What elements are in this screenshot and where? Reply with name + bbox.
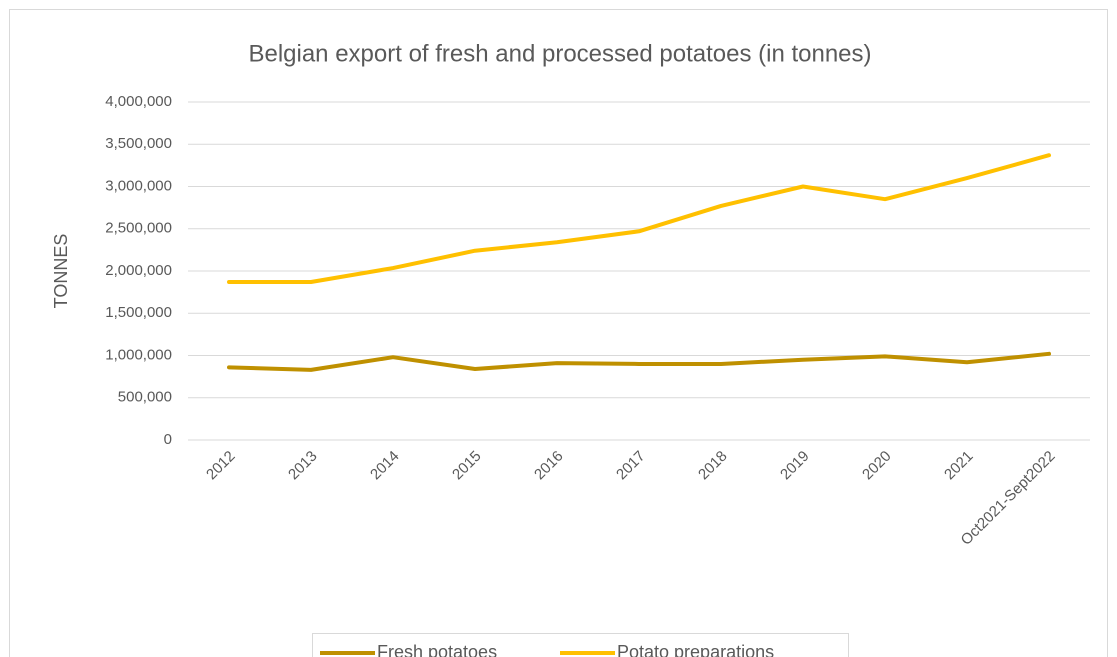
y-tick-label: 1,500,000 bbox=[105, 304, 172, 321]
series-line bbox=[227, 153, 1051, 284]
legend-label: Potato preparations bbox=[617, 642, 774, 657]
chart-border bbox=[9, 9, 1108, 657]
chart-title: Belgian export of fresh and processed po… bbox=[248, 40, 871, 67]
y-axis-label: TONNES bbox=[51, 234, 71, 309]
y-tick-label: 2,000,000 bbox=[105, 262, 172, 279]
series-line bbox=[227, 351, 1051, 372]
y-tick-label: 1,000,000 bbox=[105, 346, 172, 363]
y-tick-label: 0 bbox=[164, 431, 172, 448]
y-tick-label: 4,000,000 bbox=[105, 93, 172, 110]
y-tick-label: 3,500,000 bbox=[105, 135, 172, 152]
y-tick-label: 3,000,000 bbox=[105, 177, 172, 194]
y-tick-label: 2,500,000 bbox=[105, 220, 172, 237]
legend-label: Fresh potatoes bbox=[377, 642, 497, 657]
legend-box bbox=[312, 633, 849, 657]
y-tick-label: 500,000 bbox=[118, 389, 172, 406]
